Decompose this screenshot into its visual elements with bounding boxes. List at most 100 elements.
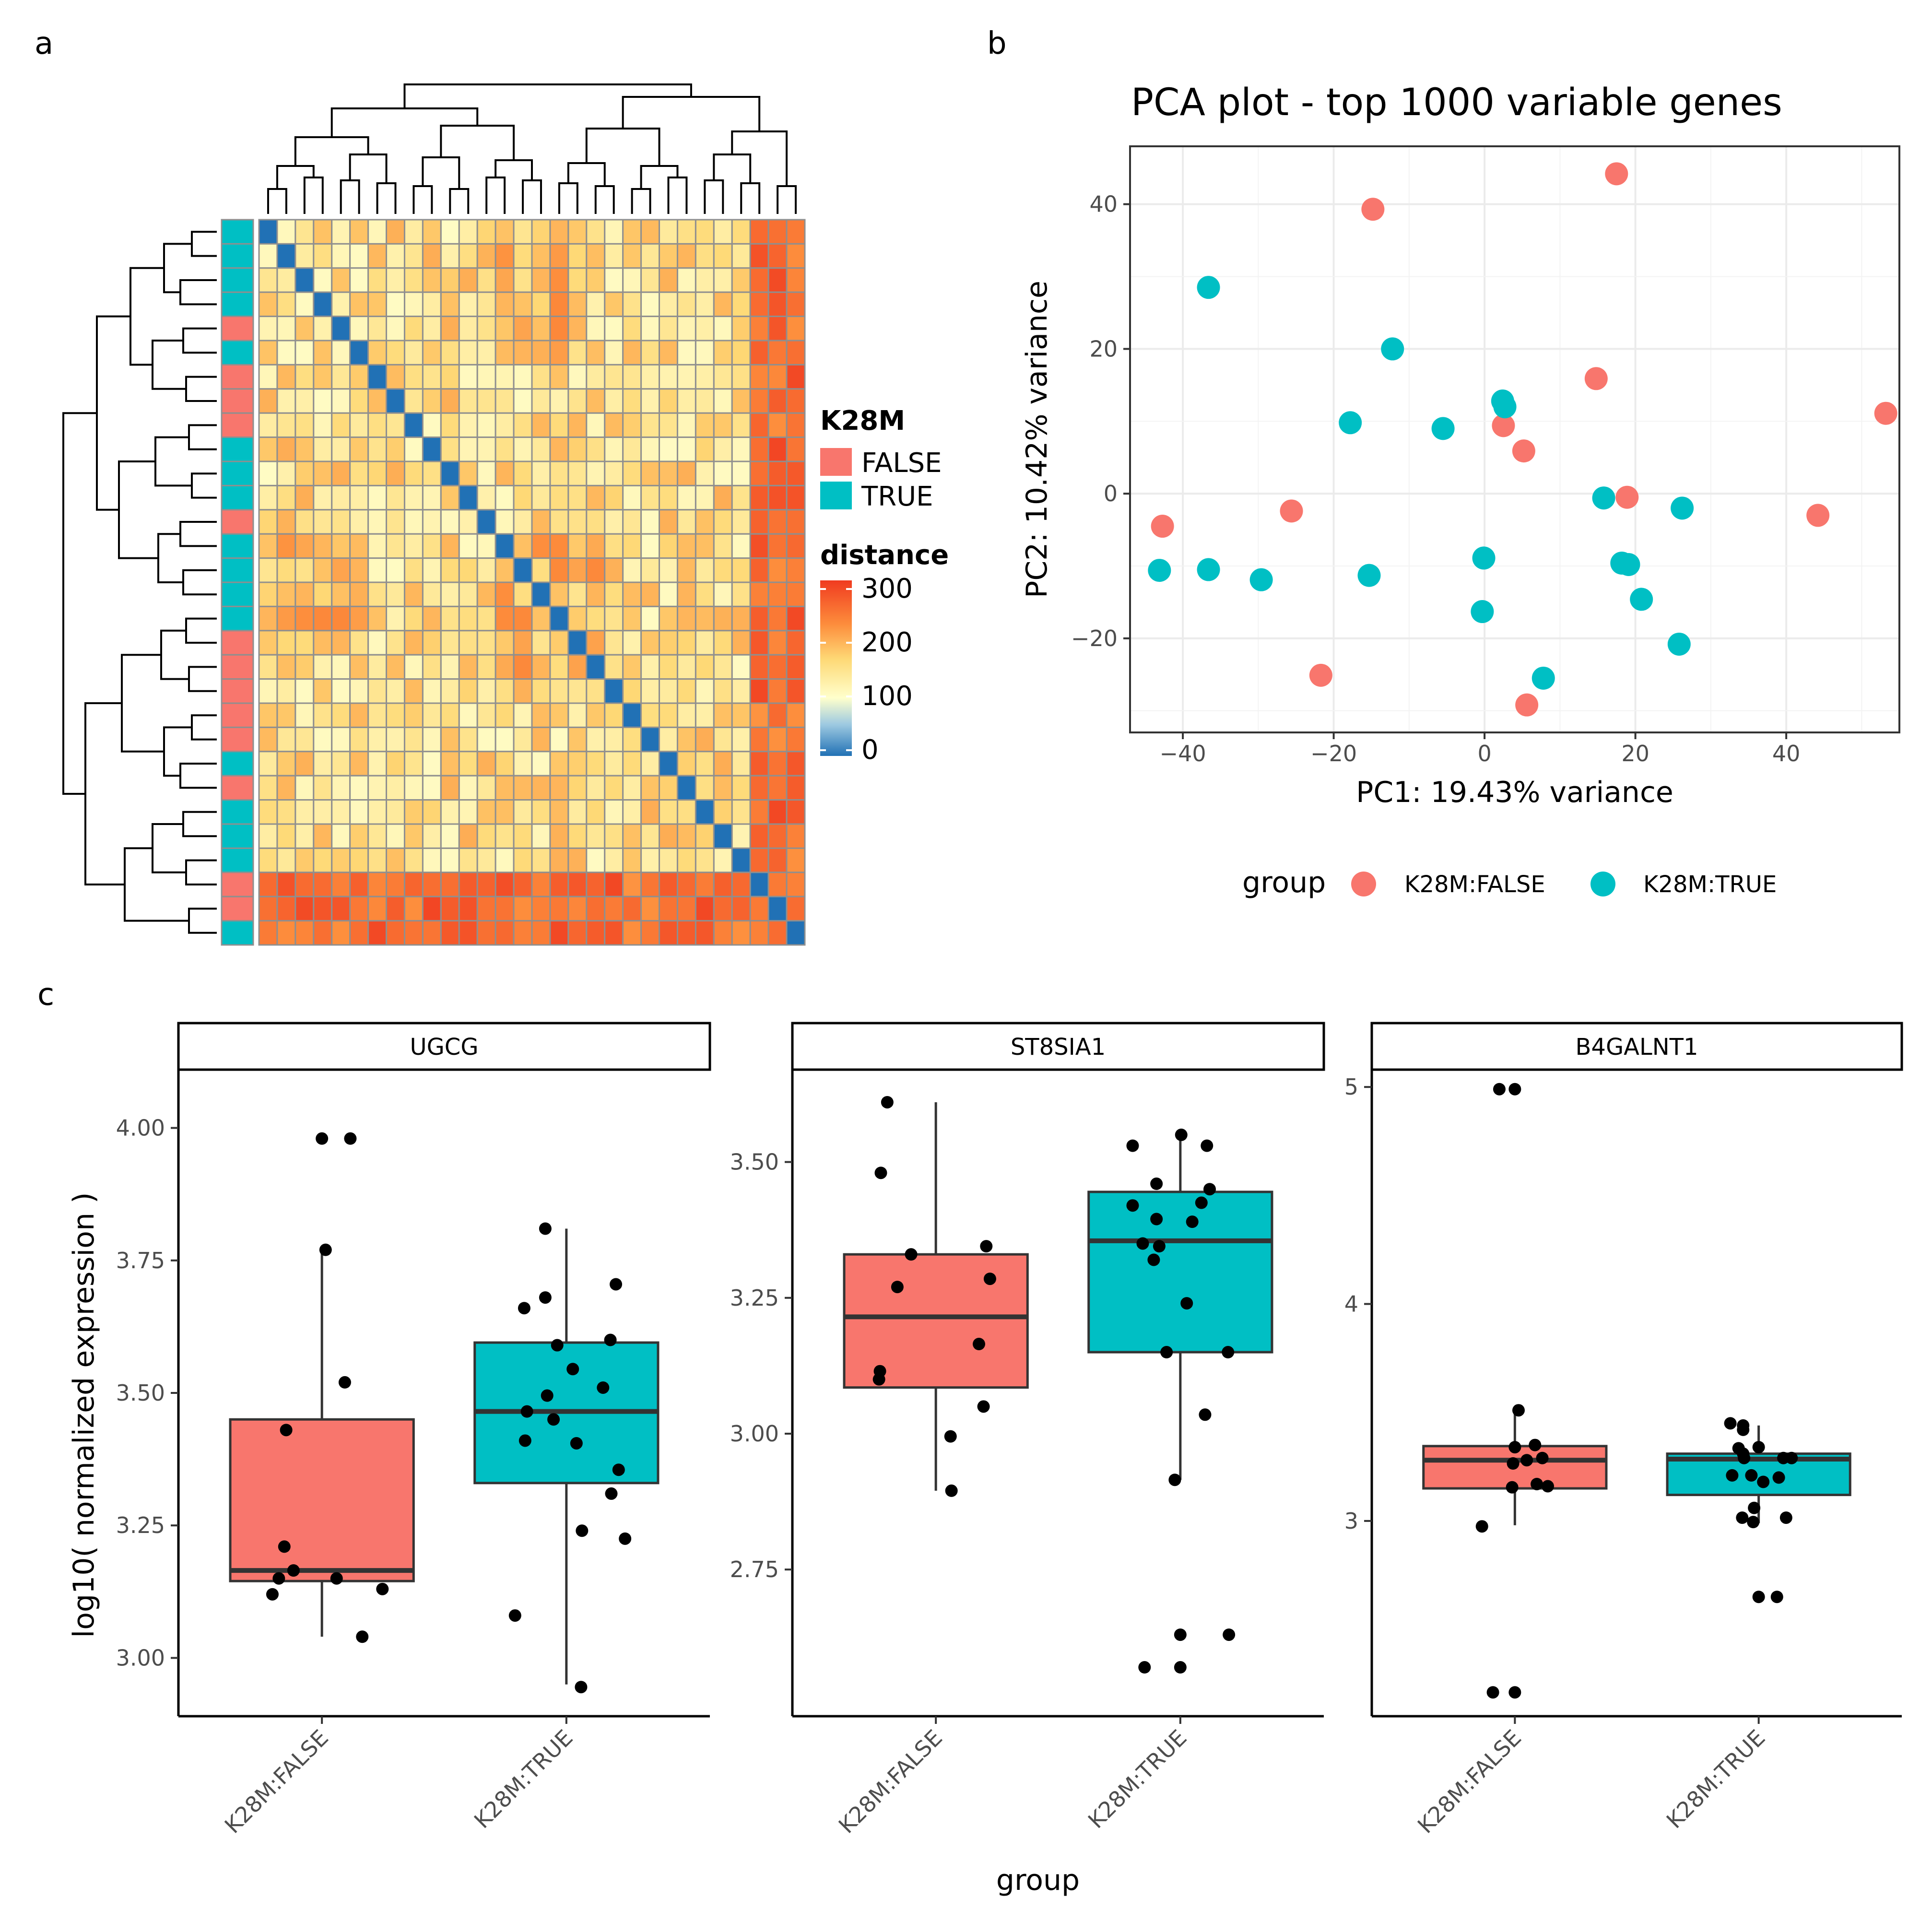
heatmap-cell — [676, 605, 696, 632]
heatmap-cell — [513, 340, 533, 365]
heatmap-cell — [786, 267, 806, 293]
heatmap-cell — [313, 726, 333, 753]
jitter-point — [551, 1339, 564, 1352]
heatmap-cell — [531, 267, 551, 293]
heatmap-cell — [713, 243, 733, 269]
heatmap-cell — [731, 799, 751, 825]
pca-title: PCA plot - top 1000 variable genes — [1131, 81, 1782, 124]
heatmap-cell — [313, 751, 333, 777]
heatmap-cell — [731, 243, 751, 269]
heatmap-cell — [403, 436, 424, 462]
pca-ytick-label: 40 — [1089, 191, 1118, 217]
heatmap-cell — [513, 678, 533, 704]
heatmap-cell — [640, 823, 660, 849]
heatmap-cell — [295, 872, 315, 897]
heatmap-cell — [567, 605, 588, 632]
dendrogram-branch — [622, 96, 761, 131]
heatmap-cell — [295, 364, 315, 390]
heatmap-cell — [622, 509, 642, 535]
jitter-point — [1745, 1469, 1758, 1482]
annotation-cell — [221, 291, 254, 318]
heatmap-cell — [731, 412, 751, 438]
heatmap-cell — [749, 509, 769, 535]
jitter-point — [316, 1132, 329, 1145]
heatmap-cell — [549, 364, 569, 390]
jitter-point — [1180, 1297, 1193, 1310]
annotation-cell — [221, 557, 254, 583]
dendrogram-branch — [349, 153, 388, 183]
heatmap-cell — [295, 654, 315, 680]
heatmap-cell — [659, 896, 678, 922]
heatmap-cell — [531, 847, 551, 873]
heatmap-cell — [331, 799, 351, 825]
annotation-cell — [221, 316, 254, 342]
heatmap-cell — [622, 219, 642, 245]
heatmap-cell — [258, 316, 278, 342]
heatmap-cell — [440, 896, 460, 922]
heatmap-cell — [276, 775, 296, 801]
heatmap-cell — [495, 678, 515, 704]
heatmap-cell — [695, 775, 715, 801]
heatmap-cell — [313, 581, 333, 607]
heatmap-cell — [676, 364, 696, 390]
heatmap-cell — [276, 630, 296, 656]
heatmap-cell — [403, 751, 424, 777]
heatmap-cell — [458, 823, 478, 849]
heatmap-cell — [349, 630, 369, 656]
heatmap-cell — [549, 920, 569, 946]
x-tick-label: K28M:TRUE — [1083, 1725, 1192, 1834]
dendrogram-branch — [449, 188, 470, 214]
jitter-point — [508, 1609, 521, 1622]
heatmap-cell — [659, 267, 678, 293]
x-tick-label: K28M:FALSE — [834, 1725, 947, 1839]
heatmap-cell — [367, 920, 388, 946]
heatmap-cell — [695, 509, 715, 535]
jitter-point — [977, 1400, 990, 1413]
heatmap-cell — [586, 581, 606, 607]
heatmap-cell — [422, 823, 442, 849]
jitter-point — [610, 1278, 623, 1291]
jitter-point — [575, 1681, 588, 1694]
heatmap-cell — [295, 751, 315, 777]
heatmap-cell — [604, 872, 624, 897]
facet-strip — [791, 1022, 1325, 1071]
heatmap-cell — [295, 847, 315, 873]
heatmap-cell — [295, 388, 315, 414]
heatmap-cell — [386, 581, 405, 607]
heatmap-cell — [531, 533, 551, 559]
heatmap-cell — [386, 751, 405, 777]
annotation-cell — [221, 364, 254, 390]
heatmap-cell — [749, 460, 769, 486]
heatmap-cell — [586, 316, 606, 342]
heatmap-cell — [403, 340, 424, 365]
heatmap-cell — [676, 823, 696, 849]
heatmap-cell — [659, 484, 678, 511]
jitter-point — [1195, 1196, 1208, 1209]
annotation-cell — [221, 340, 254, 365]
dendrogram-branch — [188, 908, 217, 934]
heatmap-cell — [495, 291, 515, 318]
heatmap-cell — [640, 340, 660, 365]
heatmap-cell — [440, 920, 460, 946]
heatmap-cell — [695, 847, 715, 873]
heatmap-cell — [676, 920, 696, 946]
jitter-point — [619, 1532, 632, 1545]
heatmap-cell — [422, 291, 442, 318]
heatmap-cell — [258, 557, 278, 583]
heatmap-cell — [422, 775, 442, 801]
heatmap-cell — [767, 751, 788, 777]
heatmap-cell — [749, 726, 769, 753]
heatmap-cell — [695, 412, 715, 438]
heatmap-cell — [713, 364, 733, 390]
heatmap-cell — [531, 509, 551, 535]
heatmap-cell — [386, 678, 405, 704]
heatmap-cell — [659, 436, 678, 462]
heatmap-cell — [440, 267, 460, 293]
heatmap-cell — [622, 799, 642, 825]
heatmap-cell — [767, 605, 788, 632]
heatmap-cell — [495, 412, 515, 438]
heatmap-cell — [586, 896, 606, 922]
heatmap-cell — [531, 920, 551, 946]
heatmap-cell — [295, 896, 315, 922]
heatmap-cell — [786, 872, 806, 897]
